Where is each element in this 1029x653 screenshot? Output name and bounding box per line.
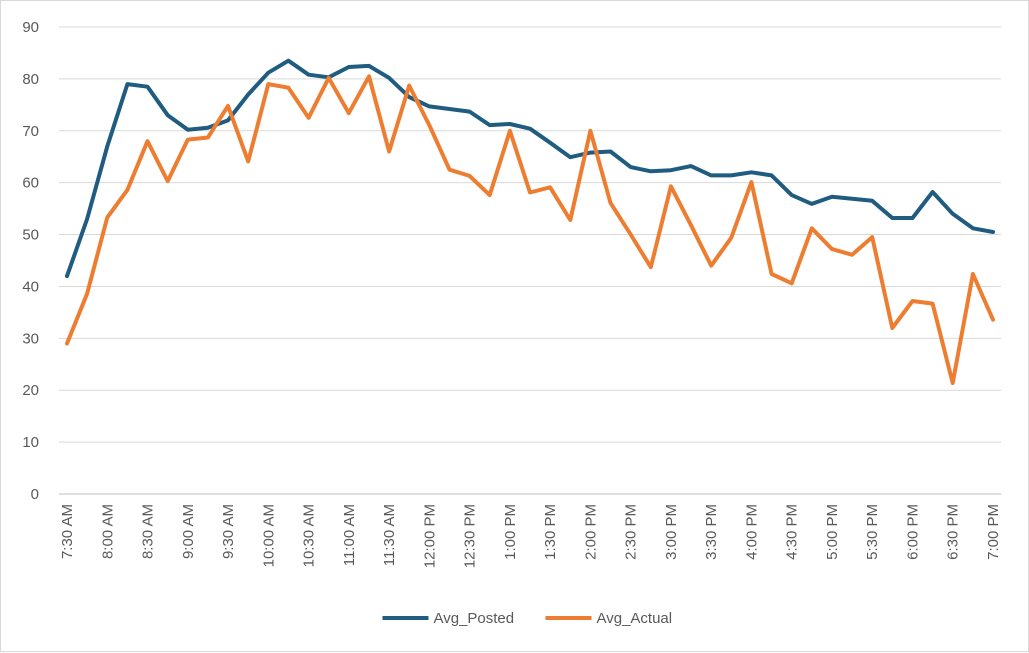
x-tick-label: 1:00 PM bbox=[502, 504, 519, 560]
y-tick-label: 0 bbox=[31, 486, 39, 503]
x-tick-label: 2:30 PM bbox=[623, 504, 640, 560]
x-tick-label: 1:30 PM bbox=[542, 504, 559, 560]
x-tick-label: 9:30 AM bbox=[220, 504, 237, 559]
legend-label: Avg_Actual bbox=[597, 610, 673, 627]
x-tick-label: 8:30 AM bbox=[140, 504, 157, 559]
gridlines bbox=[59, 26, 1001, 495]
x-axis: 7:30 AM 8:00 AM 8:30 AM 9:00 AM 9:30 AM 10:00… bbox=[59, 504, 1002, 568]
x-tick-label: 10:30 AM bbox=[301, 504, 318, 567]
x-tick-label: 9:00 AM bbox=[180, 504, 197, 559]
series-line-avg-actual bbox=[65, 74, 995, 385]
y-tick-label: 90 bbox=[22, 19, 39, 36]
x-tick-label: 3:00 PM bbox=[663, 504, 680, 560]
legend: Avg_Posted Avg_Actual bbox=[382, 610, 673, 627]
y-tick-label: 50 bbox=[22, 227, 39, 244]
y-tick-label: 20 bbox=[22, 382, 39, 399]
x-tick-label: 4:30 PM bbox=[784, 504, 801, 560]
x-tick-label: 3:30 PM bbox=[703, 504, 720, 560]
y-tick-label: 60 bbox=[22, 175, 39, 192]
x-tick-label: 12:30 PM bbox=[462, 504, 479, 568]
legend-label: Avg_Posted bbox=[434, 610, 515, 627]
x-tick-label: 2:00 PM bbox=[582, 504, 599, 560]
y-tick-label: 80 bbox=[22, 71, 39, 88]
y-tick-label: 70 bbox=[22, 123, 39, 140]
x-tick-label: 5:00 PM bbox=[824, 504, 841, 560]
y-tick-label: 10 bbox=[22, 434, 39, 451]
x-tick-label: 4:00 PM bbox=[743, 504, 760, 560]
series-lines bbox=[65, 58, 995, 385]
x-tick-label: 5:30 PM bbox=[864, 504, 881, 560]
x-tick-label: 11:30 AM bbox=[381, 504, 398, 566]
x-tick-label: 11:00 AM bbox=[341, 504, 358, 566]
x-tick-label: 6:00 PM bbox=[904, 504, 921, 560]
x-tick-label: 6:30 PM bbox=[945, 504, 962, 560]
series-line-avg-posted bbox=[65, 58, 995, 279]
x-tick-label: 8:00 AM bbox=[99, 504, 116, 559]
x-tick-label: 10:00 AM bbox=[260, 504, 277, 567]
y-tick-label: 30 bbox=[22, 330, 39, 347]
y-tick-label: 40 bbox=[22, 278, 39, 295]
x-tick-label: 7:00 PM bbox=[985, 504, 1002, 560]
x-tick-label: 7:30 AM bbox=[59, 504, 76, 559]
x-tick-label: 12:00 PM bbox=[421, 504, 438, 568]
y-axis: 0 10 20 30 40 50 60 70 80 90 bbox=[22, 19, 39, 503]
